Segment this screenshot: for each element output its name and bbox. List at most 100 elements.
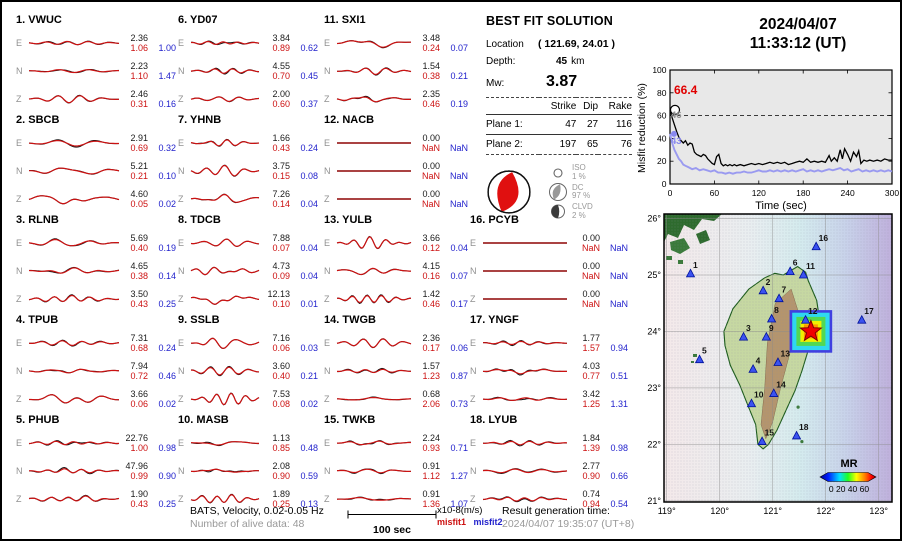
waveform-values: 3.66 0.06 0.02 [120,389,176,409]
station-header: 14. TWGB [324,314,376,326]
clvd-ball-icon [551,204,565,219]
synthetic-trace [337,67,412,76]
map-station-number-6: 6 [793,258,798,268]
misfit2-value: 0.17 [450,299,468,309]
component-label: E [324,38,331,48]
misfit-values: NaN NaN [412,143,468,153]
misfit1-value: 0.43 [130,299,148,309]
misfit2-value: 0.10 [158,171,176,181]
component-label: Z [16,394,22,404]
waveform-row-TWKB-N: N 0.91 1.12 1.27 [324,457,468,485]
waveform-row-MASB-E: E 1.13 0.85 0.48 [178,429,318,457]
time-axis-label: Time (sec) [755,200,807,212]
misfit1-value: 1.57 [582,343,600,353]
peak-marker [669,104,681,116]
dc-label: DC 97 % [572,183,590,201]
time-scalebar: 100 sec [347,506,437,536]
misfit1-value: 0.43 [272,143,290,153]
amplitude-value: 1.57 [422,361,440,371]
map-station-number-9: 9 [769,323,774,333]
amplitude-value: 2.77 [582,461,600,471]
map-station-triangle-6 [785,266,795,275]
misfit2-value: 0.37 [300,99,318,109]
component-label: E [16,138,23,148]
misfit1-value: 2.06 [422,399,440,409]
waveform-row-SBCB-N: N 5.21 0.21 0.10 [16,157,176,185]
synthetic-trace [28,140,119,147]
misfit2-value: 0.54 [610,499,628,509]
mechanism-row: ISO 1 % DC 97 % [486,163,644,221]
waveform-trace [28,440,120,446]
station-block-TDCB: 8. TDCB E 7.88 0.07 0.04 N 4.73 0.09 0.04 Z 12.13 0… [178,214,318,314]
synthetic-trace [28,267,120,274]
map-station-number-1: 1 [693,260,698,270]
waveform-trace [337,142,411,144]
amplitude-value: 3.84 [272,33,290,43]
misfit1-value: NaN [421,199,440,209]
waveform-row-VWUC-Z: Z 2.46 0.31 0.16 [16,85,176,113]
plane1-strike: 47 [539,114,577,135]
misfit1-value: 0.06 [130,399,148,409]
misfit-values: 0.12 0.04 [412,243,468,253]
plane-col-header [486,97,540,115]
misfit-values: NaN NaN [412,171,468,181]
map-station-triangle-8 [766,313,777,323]
waveform-row-RLNB-E: E 5.69 0.40 0.19 [16,229,176,257]
misfit-values: 0.46 0.19 [412,99,468,109]
plane2-strike: 197 [559,139,577,150]
misfit1-value: 0.07 [272,243,290,253]
waveform-values: 1.89 0.25 0.13 [260,489,318,509]
station-block-TPUB: 4. TPUB E 7.31 0.68 0.24 N 7.94 0.72 0.46 Z 3.66 0.… [16,314,176,414]
iso-pct: 1 % [572,171,586,181]
blue-start-label: 43 [671,136,682,147]
waveform-trace [336,396,412,401]
misfit1-value: 0.06 [272,343,290,353]
misfit2-value: 0.24 [300,143,318,153]
amplitude-value: 2.23 [130,61,148,71]
misfit2-value: 0.03 [300,343,318,353]
misfit1-value: 1.06 [130,43,148,53]
station-block-MASB: 10. MASB E 1.13 0.85 0.48 N 2.08 0.90 0.59 Z 1.89 0… [178,414,318,514]
station-block-YULB: 13. YULB E 3.66 0.12 0.04 N 4.15 0.16 0.07 Z 1.42 0… [324,214,468,314]
waveform-row-PCYB-Z: Z 0.00 NaN NaN [470,285,628,313]
component-label: N [16,366,23,376]
misfit1-value: 0.72 [130,371,148,381]
misfit1-value: 0.38 [422,71,440,81]
y-tick-label: 0 [662,179,667,189]
misfit-values: 0.46 0.17 [412,299,468,309]
amplitude-value: 3.66 [422,233,440,243]
synthetic-trace [336,338,412,348]
station-header: 4. TPUB [16,314,59,326]
map-colorbar: MR 0 20 40 60 [819,458,877,494]
station-header: 12. NACB [324,114,375,126]
component-label: E [324,138,331,148]
misfit2-value: 0.25 [158,499,176,509]
misfit2-value: 0.48 [300,443,318,453]
waveform-row-SSLB-Z: Z 7.53 0.08 0.02 [178,385,318,413]
station-block-TWKB: 15. TWKB E 2.24 0.93 0.71 N 0.91 1.12 1.27 Z 0.91 1… [324,414,468,514]
station-header: 15. TWKB [324,414,376,426]
misfit-values: 0.40 0.21 [260,371,318,381]
synthetic-trace [28,195,120,205]
misfit1-value: 0.40 [272,371,290,381]
waveform-values: 2.24 0.93 0.71 [412,433,468,453]
synthetic-trace [190,494,260,504]
rake-header: Rake [598,97,632,115]
x-tick-label: 120 [752,188,766,198]
plane2-label: Plane 2: [486,139,523,150]
component-label: Z [470,294,476,304]
waveform-row-TWGB-N: N 1.57 1.23 0.87 [324,357,468,385]
misfit-values: 0.06 0.02 [120,399,176,409]
misfit1-value: 1.25 [582,399,600,409]
waveform-trace [482,439,568,447]
amplitude-value: 2.08 [272,461,290,471]
waveform-trace [336,235,412,250]
synthetic-trace [191,40,260,46]
misfit1-curve [669,109,892,167]
component-label: N [324,366,331,376]
misfit-values: 0.93 0.71 [412,443,468,453]
component-label: N [178,66,185,76]
misfit2-value: 0.16 [158,99,176,109]
misfit-values: 0.07 0.04 [260,243,318,253]
amplitude-value: 3.60 [272,361,290,371]
